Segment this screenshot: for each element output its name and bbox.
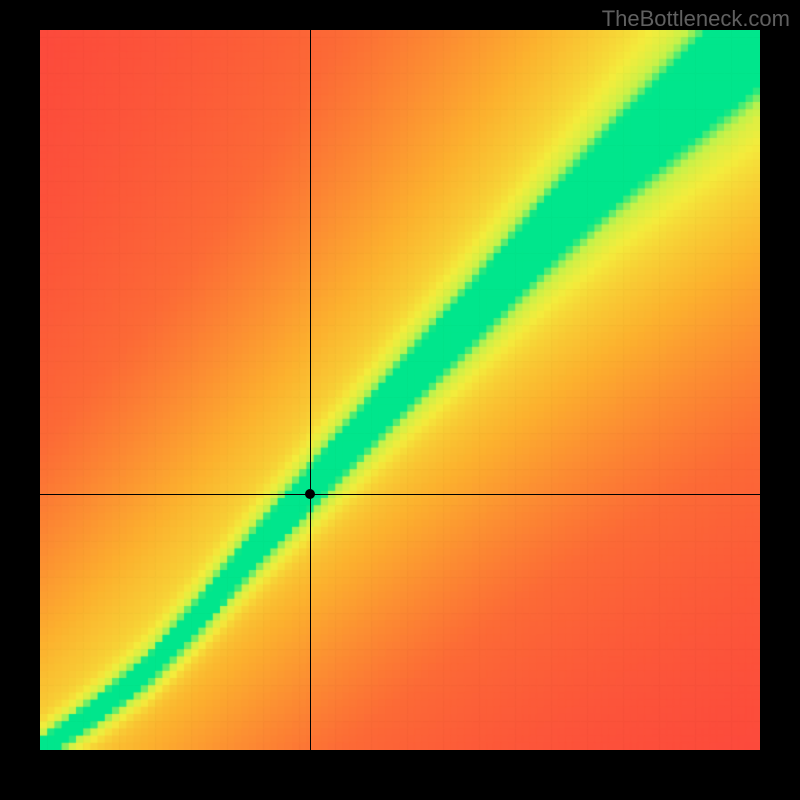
crosshair-horizontal bbox=[40, 494, 760, 495]
crosshair-vertical bbox=[310, 30, 311, 750]
watermark-text: TheBottleneck.com bbox=[602, 6, 790, 32]
heatmap-canvas bbox=[40, 30, 760, 750]
crosshair-marker bbox=[305, 489, 315, 499]
heatmap-plot bbox=[40, 30, 760, 750]
